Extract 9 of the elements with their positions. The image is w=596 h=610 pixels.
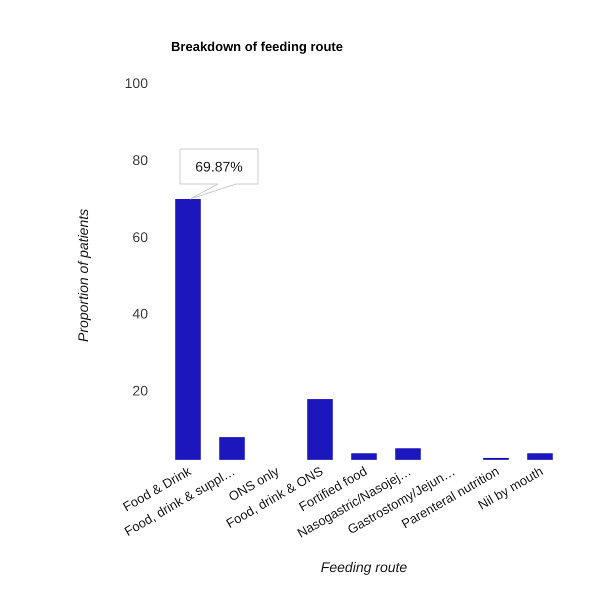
- y-tick-label: 100: [124, 75, 148, 92]
- y-axis-title: Proportion of patients: [75, 208, 91, 342]
- y-tick-label: 80: [132, 152, 148, 168]
- annotation: 69.87%: [195, 158, 243, 174]
- chart-title: Breakdown of feeding route: [171, 39, 343, 54]
- y-tick-label: 40: [132, 306, 148, 322]
- x-axis-title: Feeding route: [320, 559, 408, 575]
- y-tick-label: 60: [132, 228, 148, 245]
- y-tick-label: 20: [132, 382, 148, 399]
